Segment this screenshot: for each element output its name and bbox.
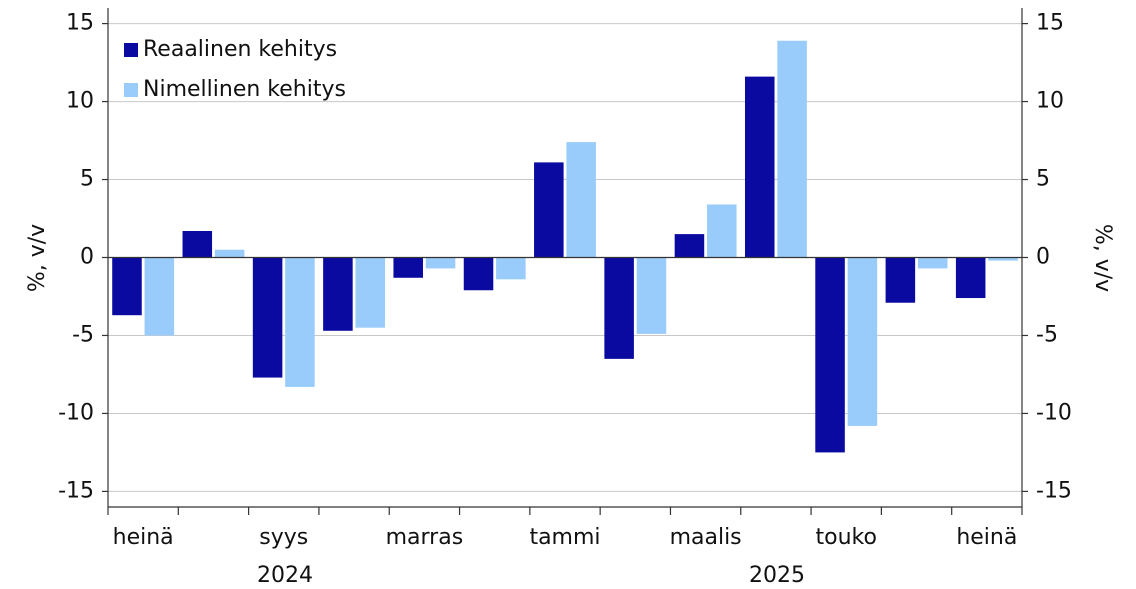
bar <box>393 257 423 278</box>
y-tick-label: -10 <box>58 400 94 425</box>
bar <box>917 257 948 269</box>
y-tick-label: 5 <box>80 167 94 192</box>
bar <box>707 204 737 258</box>
x-tick-label: maalis <box>670 525 742 550</box>
legend-label: Nimellinen kehitys <box>143 77 346 102</box>
bar <box>463 257 494 291</box>
x-tick-label: marras <box>386 525 464 550</box>
bar <box>285 257 315 387</box>
bar <box>674 234 705 258</box>
y-axis-label: %, v/v <box>25 224 50 292</box>
y2-tick-label: 15 <box>1036 11 1064 36</box>
x-tick-label: heinä <box>956 525 1017 550</box>
year-label: 2025 <box>749 563 805 588</box>
bar <box>323 257 353 331</box>
y-tick-label: -15 <box>58 478 94 503</box>
bar <box>636 257 667 334</box>
y2-tick-label: 0 <box>1036 245 1050 270</box>
bar <box>744 76 775 258</box>
year-label: 2024 <box>257 563 313 588</box>
bar <box>425 257 456 269</box>
y2-tick-label: -5 <box>1036 322 1058 347</box>
x-tick-label: tammi <box>529 525 600 550</box>
y-tick-label: 0 <box>80 245 94 270</box>
y2-tick-label: -10 <box>1036 400 1072 425</box>
x-tick-label: touko <box>816 525 877 550</box>
y-tick-label: 10 <box>66 89 94 114</box>
bar <box>534 162 564 258</box>
bar <box>604 257 634 359</box>
bar <box>182 230 213 258</box>
y2-tick-label: 10 <box>1036 89 1064 114</box>
y2-tick-label: 5 <box>1036 167 1050 192</box>
y-tick-label: -5 <box>72 322 94 347</box>
y2-tick-label: -15 <box>1036 478 1072 503</box>
bar <box>144 257 175 336</box>
x-tick-label: syys <box>259 525 308 550</box>
x-tick-label: heinä <box>113 525 174 550</box>
bar <box>777 40 807 258</box>
bar <box>566 142 596 258</box>
legend-swatch <box>124 83 138 97</box>
bar <box>988 257 1018 261</box>
y2-axis-label: %, v/v <box>1090 224 1115 292</box>
bar <box>885 257 916 303</box>
bar <box>955 257 986 299</box>
legend-label: Reaalinen kehitys <box>143 37 337 62</box>
legend-swatch <box>124 43 138 57</box>
bar <box>847 257 878 426</box>
bar <box>815 257 845 453</box>
bar <box>214 249 245 258</box>
bar <box>112 257 142 316</box>
bar <box>252 257 283 378</box>
bar <box>355 257 386 328</box>
y-tick-label: 15 <box>66 11 94 36</box>
bar <box>496 257 526 280</box>
